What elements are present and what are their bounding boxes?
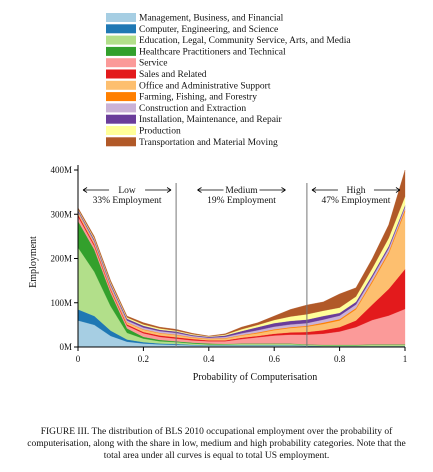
- annotation-arrow: [145, 187, 172, 193]
- x-tick-label: 0.4: [203, 354, 215, 364]
- annotation-share: 47% Employment: [322, 196, 391, 206]
- legend-swatch: [106, 126, 136, 135]
- legend-label: Computer, Engineering, and Science: [139, 25, 278, 35]
- x-axis-label: Probability of Computerisation: [193, 372, 317, 383]
- legend-label: Healthcare Practitioners and Technical: [139, 47, 286, 57]
- legend-label: Farming, Fishing, and Forestry: [139, 93, 257, 103]
- x-tick-label: 0: [76, 354, 81, 364]
- x-tick-label: 1: [403, 354, 408, 364]
- legend-swatch: [106, 103, 136, 113]
- legend-label: Production: [139, 127, 181, 137]
- legend-swatch: [106, 114, 136, 124]
- annotation-label: Medium: [225, 186, 258, 196]
- legend-label: Transportation and Material Moving: [139, 138, 278, 148]
- legend-swatch: [106, 46, 136, 56]
- caption: FIGURE III. The distribution of BLS 2010…: [27, 427, 406, 461]
- annotation-share: 19% Employment: [207, 196, 276, 206]
- legend-label: Management, Business, and Financial: [139, 14, 284, 24]
- annotation-arrow: [311, 187, 338, 193]
- annotation-arrow: [82, 187, 110, 193]
- legend-swatch: [106, 92, 136, 102]
- x-tick-label: 0.2: [138, 354, 149, 364]
- annotation-arrow: [373, 187, 401, 193]
- legend-swatch: [106, 137, 136, 147]
- annotation-label: High: [346, 186, 365, 196]
- annotation-arrow: [197, 187, 224, 193]
- annotation-arrow: [259, 187, 286, 193]
- legend-swatch: [106, 80, 136, 90]
- x-tick-label: 0.8: [334, 354, 346, 364]
- chart: Probability of Computerisation Employmen…: [28, 13, 408, 383]
- legend-swatch: [106, 24, 136, 34]
- legend-swatch: [106, 35, 136, 45]
- y-tick-label: 400M: [50, 165, 72, 175]
- legend-label: Sales and Related: [139, 70, 207, 80]
- x-tick-label: 0.6: [269, 354, 281, 364]
- legend-swatch: [106, 69, 136, 79]
- annotation-share: 33% Employment: [93, 196, 162, 206]
- y-tick-label: 100M: [50, 298, 72, 308]
- y-tick-label: 0M: [59, 342, 72, 352]
- y-tick-label: 300M: [50, 209, 72, 219]
- legend-label: Service: [139, 59, 168, 69]
- y-tick-label: 200M: [50, 254, 72, 264]
- legend-label: Education, Legal, Community Service, Art…: [139, 36, 351, 46]
- legend-label: Construction and Extraction: [139, 104, 246, 114]
- y-axis-label: Employment: [28, 236, 39, 288]
- legend-swatch: [106, 13, 136, 22]
- legend-swatch: [106, 58, 136, 68]
- legend-label: Office and Administrative Support: [139, 80, 271, 91]
- legend-label: Installation, Maintenance, and Repair: [139, 115, 283, 125]
- annotation-label: Low: [118, 186, 136, 196]
